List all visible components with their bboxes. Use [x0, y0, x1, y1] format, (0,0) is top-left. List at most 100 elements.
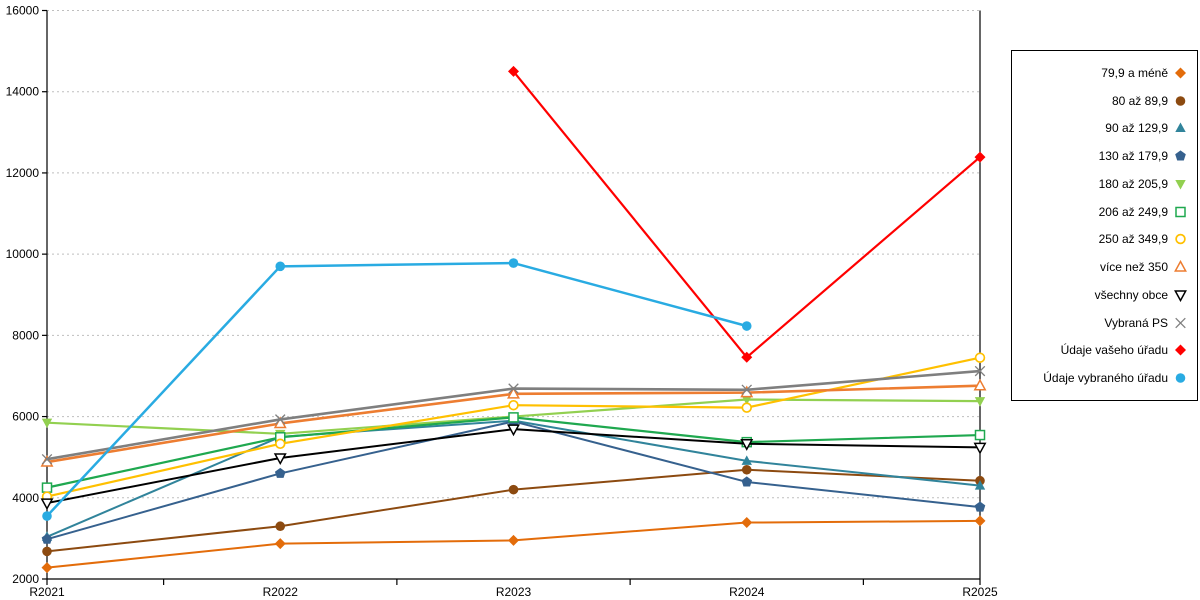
diamond-marker-icon: [741, 351, 753, 363]
triangle-up-marker-icon: [974, 480, 986, 490]
diamond-marker-icon: [274, 538, 286, 550]
circle-marker-icon: [1175, 373, 1186, 383]
x-marker-icon: [1175, 317, 1186, 328]
square-open-marker-icon: [974, 429, 986, 441]
legend-label: Vybraná PS: [1104, 315, 1168, 330]
diamond-marker-icon: [1175, 344, 1186, 356]
legend-item-2: 80 až 89,9: [1016, 94, 1188, 108]
triangle-down-marker-icon: [741, 395, 752, 406]
legend-item-8: více než 350: [1016, 260, 1188, 274]
legend-label: všechny obce: [1094, 287, 1168, 302]
legend-label: 79,9 a méně: [1101, 65, 1168, 80]
circle-open-marker-icon: [974, 352, 986, 363]
square-open-marker-icon: [41, 482, 53, 493]
triangle-down-marker-icon: [1175, 179, 1186, 190]
circle-open-marker-icon: [741, 402, 752, 413]
triangle-up-marker-icon: [1175, 122, 1186, 133]
triangle-down-open-marker-icon: [740, 439, 754, 451]
circle-marker-icon: [741, 464, 752, 475]
legend-item-6: 206 až 249,9: [1016, 205, 1188, 219]
triangle-up-marker-icon: [741, 455, 752, 465]
diamond-marker-icon: [974, 515, 986, 527]
pentagon-marker-icon: [974, 501, 986, 512]
circle-marker-icon: [508, 258, 519, 268]
triangle-down-marker-icon: [1175, 179, 1186, 190]
diamond-marker-icon: [741, 517, 753, 529]
circle-open-marker-icon: [275, 438, 286, 450]
series--daje-vybran-ho-adu: [42, 258, 752, 521]
circle-marker-icon: [275, 521, 286, 532]
circle-marker-icon: [741, 321, 752, 331]
triangle-up-open-marker-icon: [1174, 260, 1187, 272]
y-axis-label: 14000: [6, 85, 40, 99]
triangle-down-marker-icon: [41, 418, 53, 429]
legend-label: 206 až 249,9: [1098, 204, 1168, 219]
legend-label: více než 350: [1099, 260, 1168, 275]
diamond-marker-icon: [1175, 344, 1186, 356]
pentagon-marker-icon: [1175, 150, 1186, 161]
circle-marker-icon: [275, 261, 286, 272]
x-marker-icon: [741, 384, 753, 396]
pentagon-marker-icon: [41, 533, 53, 544]
circle-marker-icon: [1175, 95, 1186, 106]
circle-marker-icon: [508, 484, 519, 495]
x-axis-label: R2022: [263, 585, 299, 599]
legend-item-10: Vybraná PS: [1016, 316, 1188, 330]
diamond-marker-icon: [1175, 67, 1186, 79]
diamond-marker-icon: [974, 151, 986, 163]
triangle-down-open-marker-icon: [973, 442, 987, 455]
legend-label: Údaje vybraného úřadu: [1043, 371, 1168, 386]
series-vybran-ps: [41, 365, 986, 465]
pentagon-marker-icon: [741, 476, 753, 487]
legend-label: 130 až 179,9: [1098, 149, 1168, 164]
legend-label: Údaje vašeho úřadu: [1060, 343, 1168, 358]
diamond-marker-icon: [508, 534, 519, 546]
legend-item-12: Údaje vybraného úřadu: [1016, 371, 1188, 385]
y-axis-label: 10000: [6, 247, 40, 261]
y-axis-label: 12000: [6, 166, 40, 180]
circle-open-marker-icon: [1175, 234, 1186, 245]
series-v-ce-ne-350: [40, 378, 987, 467]
legend-label: 80 až 89,9: [1111, 93, 1168, 108]
triangle-down-open-marker-icon: [507, 424, 520, 437]
square-open-marker-icon: [508, 412, 519, 423]
x-axis-label: R2025: [962, 585, 998, 599]
x-marker-icon: [274, 414, 286, 425]
x-axis-label: R2021: [29, 585, 65, 599]
legend-item-1: 79,9 a méně: [1016, 66, 1188, 80]
triangle-down-marker-icon: [974, 397, 986, 407]
triangle-down-open-marker-icon: [273, 453, 287, 466]
pentagon-marker-icon: [274, 467, 286, 478]
series-v-echny-obce: [40, 424, 987, 511]
x-axis-label: R2023: [496, 585, 532, 599]
triangle-down-open-marker-icon: [1174, 290, 1187, 302]
chart-legend: 79,9 a méně 80 až 89,9 90 až 129,9 130 až 1…: [1011, 50, 1198, 401]
diamond-marker-icon: [41, 562, 53, 574]
legend-label: 90 až 129,9: [1105, 121, 1168, 136]
legend-item-5: 180 až 205,9: [1016, 177, 1188, 191]
square-open-marker-icon: [1175, 206, 1186, 217]
circle-open-marker-icon: [1175, 234, 1186, 245]
circle-marker-icon: [42, 546, 52, 557]
x-marker-icon: [41, 453, 53, 465]
triangle-up-marker-icon: [1175, 122, 1186, 133]
diamond-marker-icon: [1175, 67, 1186, 79]
series-79-9-a-m-n-: [41, 515, 986, 574]
y-axis-label: 4000: [12, 491, 39, 505]
triangle-up-open-marker-icon: [507, 386, 520, 399]
legend-label: 180 až 205,9: [1098, 176, 1168, 191]
circle-marker-icon: [1175, 95, 1186, 106]
triangle-up-open-marker-icon: [973, 378, 987, 391]
pentagon-marker-icon: [1175, 150, 1186, 161]
diamond-marker-icon: [508, 65, 519, 77]
y-axis-label: 8000: [12, 328, 39, 342]
x-marker-icon: [1175, 317, 1186, 328]
x-axis-label: R2024: [729, 585, 765, 599]
triangle-up-open-marker-icon: [1174, 260, 1187, 272]
series--daje-va-eho-adu: [508, 65, 986, 363]
x-marker-icon: [508, 383, 519, 394]
y-axis-label: 6000: [12, 410, 39, 424]
legend-label: 250 až 349,9: [1098, 232, 1168, 247]
